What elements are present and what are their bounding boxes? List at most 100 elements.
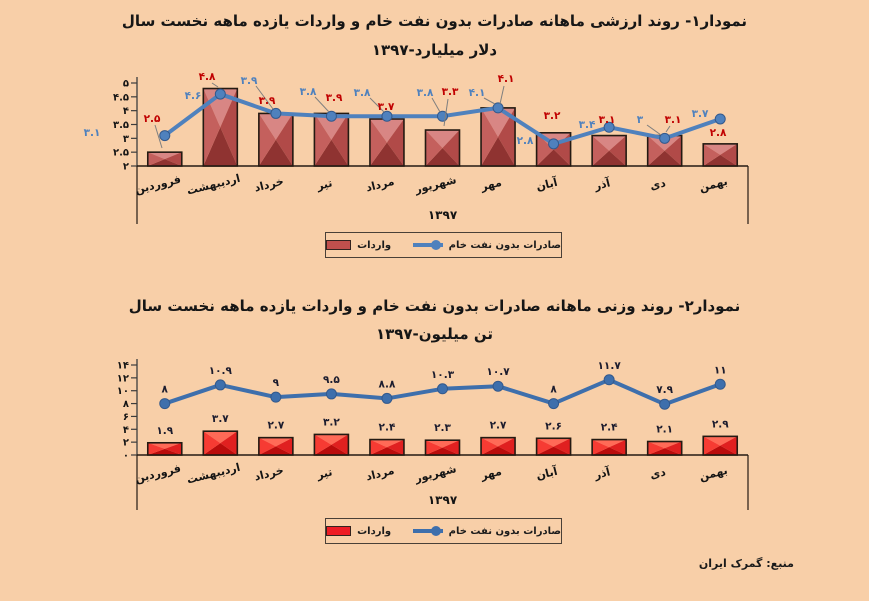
month-label: آبان <box>535 175 559 194</box>
line-marker <box>214 379 226 391</box>
bar-face-top <box>369 439 404 448</box>
line-marker <box>603 121 615 133</box>
line-marker <box>270 391 282 403</box>
bar-face-bottom <box>647 448 682 455</box>
bar-border <box>646 440 683 456</box>
bar-border <box>313 433 350 456</box>
month-label: فروردین <box>134 462 183 486</box>
bar-face-left <box>369 118 387 166</box>
data-label: ۲.۳ <box>434 422 451 434</box>
chart2-title-line1: نمودار۲- روند وزنی ماهانه صادرات بدون نف… <box>128 297 741 315</box>
bar-border <box>202 430 239 456</box>
label-leader-line <box>665 125 671 133</box>
month-label: تیر <box>315 465 334 482</box>
data-label: ۸ <box>550 384 557 396</box>
bar-month-8 <box>535 437 572 456</box>
bar-face-bottom <box>314 444 349 455</box>
chart2-exports-marker-icon <box>431 526 442 537</box>
chart1-imports-swatch-icon <box>326 240 352 250</box>
month-label: خرداد <box>253 175 285 195</box>
chart1-legend: واردات صادرات بدون نفت خام <box>325 232 562 258</box>
bar-face-left <box>647 441 665 455</box>
bar-face-right <box>664 441 682 455</box>
year-label: ۱۳۹۷ <box>428 493 458 507</box>
data-label: ۳ <box>637 114 644 126</box>
bar-month-9 <box>591 438 627 456</box>
y-tick-label: ۴ <box>123 425 129 436</box>
data-label: ۱۰.۳ <box>431 369 455 381</box>
bar-border <box>146 441 183 456</box>
data-label: ۲.۷ <box>267 420 284 432</box>
y-tick-label: ۱۴ <box>117 361 129 372</box>
data-label: ۲.۶ <box>545 420 562 432</box>
bar-face-bottom <box>592 150 627 166</box>
chart2-legend: واردات صادرات بدون نفت خام <box>325 518 562 544</box>
y-tick-label: ۲ <box>123 438 129 449</box>
bar-face-top <box>147 442 182 449</box>
bar-face-left <box>203 88 221 166</box>
bar-month-5 <box>369 118 405 167</box>
bar-face-bottom <box>592 447 627 455</box>
data-label: ۸.۸ <box>379 378 396 390</box>
bar-face-bottom <box>369 142 404 166</box>
bar-month-11 <box>702 435 739 456</box>
line-marker <box>492 380 504 392</box>
bar-face-top <box>369 118 404 143</box>
data-label: ۱۱.۷ <box>598 360 622 372</box>
bar-face-bottom <box>425 148 460 166</box>
line-marker <box>492 102 504 114</box>
bar-month-11 <box>702 143 739 167</box>
data-label: ۱۱ <box>714 364 727 376</box>
bar-face-right <box>275 437 293 455</box>
data-label: ۷.۹ <box>656 384 673 396</box>
y-tick-label: ۸ <box>123 399 129 410</box>
bar-face-top <box>592 135 627 151</box>
data-label: ۴.۱ <box>498 73 515 85</box>
bar-face-right <box>498 437 516 455</box>
month-label: شهریور <box>413 173 458 196</box>
line-marker <box>381 110 393 122</box>
month-label: آبان <box>535 464 559 483</box>
data-label: ۳.۷ <box>378 101 395 113</box>
bar-face-bottom <box>536 446 571 455</box>
month-label: مهر <box>479 465 503 483</box>
year-label: ۱۳۹۷ <box>428 208 458 222</box>
chart1-plot: ۲۲.۵۳۳.۵۴۴.۵۵۲.۵۴.۸۳.۹ ۳.۹۳.۷۳.۳۴.۱۳.۲ ۳.۱… <box>84 71 749 224</box>
bar-face-bottom <box>536 149 571 166</box>
bar-month-3 <box>258 436 294 456</box>
bar-face-bottom <box>147 448 182 455</box>
y-tick-label: ۶ <box>123 412 129 423</box>
bar-month-4 <box>313 433 350 456</box>
bar-face-left <box>592 135 610 166</box>
bar-face-right <box>220 88 238 166</box>
bar-border <box>535 437 572 456</box>
label-leader-line <box>369 97 385 113</box>
bar-border <box>535 132 572 167</box>
bar-face-left <box>703 436 721 455</box>
bar-border <box>424 439 461 456</box>
bar-face-right <box>220 431 238 455</box>
bar-face-top <box>481 437 516 447</box>
bar-border <box>591 438 627 456</box>
bar-month-1 <box>146 151 183 167</box>
y-tick-label: ۱۰ <box>117 386 129 397</box>
bar-face-left <box>314 434 332 455</box>
bar-face-right <box>498 107 516 166</box>
data-label: ۹.۵ <box>323 374 340 386</box>
bar-face-top <box>314 434 349 445</box>
data-label: ۲.۴ <box>601 422 618 434</box>
y-tick-label: ۴ <box>123 106 129 117</box>
bar-face-left <box>481 437 499 455</box>
line-marker <box>159 130 171 142</box>
line-marker <box>714 113 726 125</box>
label-leader-line <box>154 124 163 149</box>
data-label: ۳.۸ <box>417 87 434 99</box>
bar-face-left <box>258 437 276 455</box>
bar-face-bottom <box>147 159 182 166</box>
bar-month-6 <box>424 129 461 167</box>
line-marker <box>214 88 226 100</box>
y-tick-label: ۲ <box>123 162 129 173</box>
bar-face-right <box>609 439 627 455</box>
month-label: مرداد <box>365 464 396 484</box>
